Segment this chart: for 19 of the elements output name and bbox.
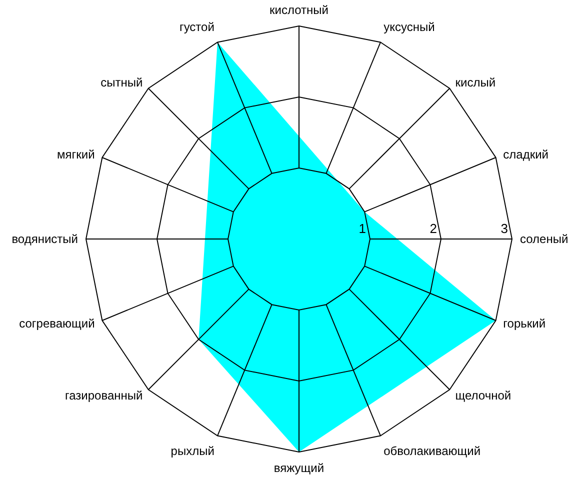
y-tick-label: 1 [358,221,366,236]
spoke-label: обволакивающий [384,444,481,458]
spoke-label: вяжущий [274,461,324,475]
spoke-label: кислый [455,76,496,90]
spoke-label: сытный [100,76,143,90]
spoke-label: кислотный [270,3,328,17]
spoke-label: густой [179,20,214,34]
spoke-label: горький [503,316,546,331]
y-tick-label: 3 [500,221,508,236]
spoke-label: мягкий [57,147,95,162]
y-tick-label: 2 [430,221,437,236]
spoke-label: щелочной [455,388,512,402]
spoke-label: газированный [65,388,143,402]
spoke-label: соленый [520,232,568,246]
spoke-label: водянистый [12,232,78,246]
spoke-label: уксусный [384,20,435,34]
spoke-label: согревающий [19,316,95,331]
spoke-label: сладкий [503,147,549,162]
spoke-label: рыхлый [170,444,214,458]
